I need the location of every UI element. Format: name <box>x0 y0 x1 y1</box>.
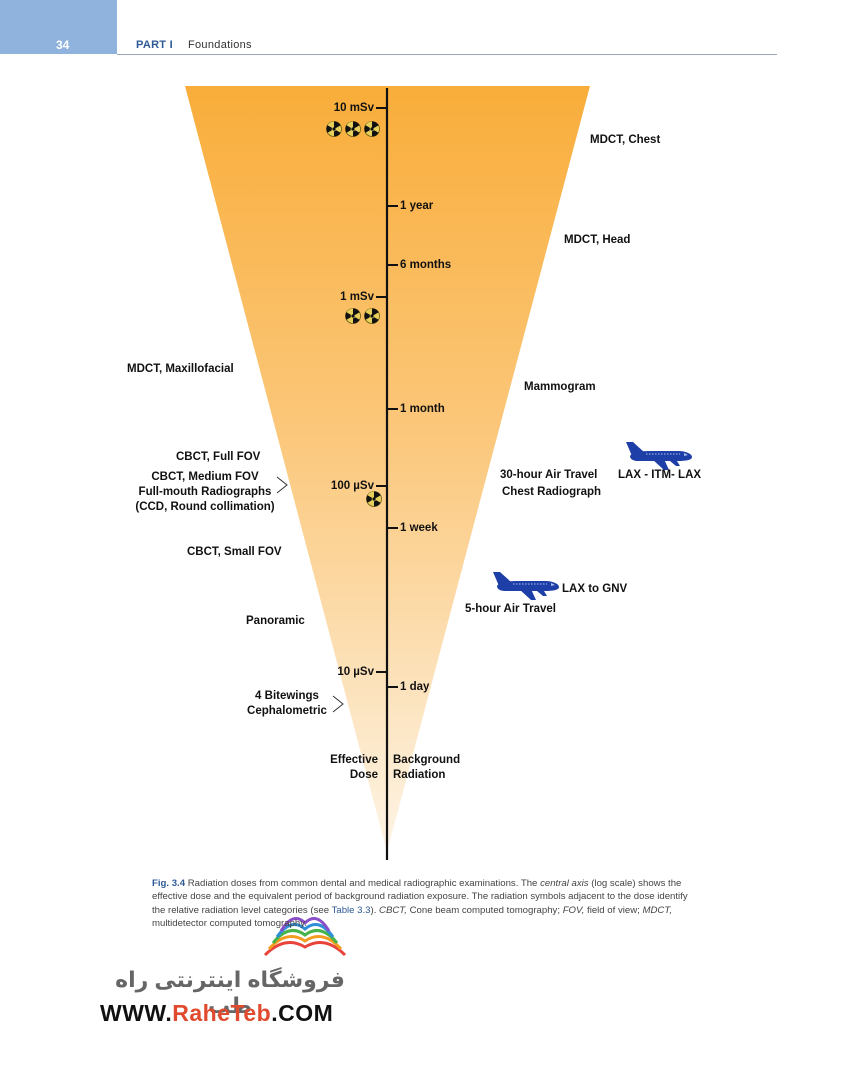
radiation-symbol-icon <box>363 121 380 137</box>
label-mdct-maxillofacial: MDCT, Maxillofacial <box>127 363 234 375</box>
background-tick-label: 6 months <box>400 259 452 271</box>
part-label: PART I <box>136 39 174 51</box>
bracket-icon <box>332 695 344 713</box>
label-cbct-medium-fmx: CBCT, Medium FOV Full-mouth Radiographs … <box>135 471 275 513</box>
dose-tick-label: 100 µSv <box>330 480 374 492</box>
watermark-persian-text: فروشگاه اینترنتی راه طب <box>115 967 345 1018</box>
background-tick-label: 1 week <box>400 522 438 534</box>
bracket-icon <box>276 476 288 494</box>
dose-tick-label: 10 mSv <box>333 102 374 114</box>
radiation-symbol-icon <box>344 121 361 137</box>
label-panoramic: Panoramic <box>246 615 305 627</box>
effective-dose-title: Effective Dose <box>330 754 378 781</box>
radiation-symbol-icon <box>325 121 342 137</box>
header-divider <box>117 54 777 55</box>
label-bitewings-ceph: 4 Bitewings Cephalometric <box>247 690 327 717</box>
label-mdct-head: MDCT, Head <box>564 234 631 246</box>
label-5-hour-air-travel: 5-hour Air Travel <box>465 603 556 615</box>
page-number-tab <box>0 0 117 54</box>
label-cbct-small-fov: CBCT, Small FOV <box>187 546 282 558</box>
radiation-symbol-icon <box>363 308 380 324</box>
background-tick-label: 1 month <box>400 403 445 415</box>
background-tick-label: 1 year <box>400 200 434 212</box>
label-flight-long: LAX - ITM- LAX <box>618 469 702 481</box>
background-radiation-title: Background Radiation <box>393 754 461 781</box>
label-flight-short: LAX to GNV <box>562 583 628 595</box>
page-number: 34 <box>56 38 70 52</box>
label-chest-radiograph: Chest Radiograph <box>502 486 602 498</box>
airplane-icon <box>492 571 560 601</box>
book-logo-icon <box>263 917 347 957</box>
label-30-hour-air-travel: 30-hour Air Travel <box>500 469 598 481</box>
figure-caption: Fig. 3.4 Radiation doses from common den… <box>152 878 688 930</box>
label-mammogram: Mammogram <box>524 381 596 393</box>
dose-tick-label: 10 µSv <box>337 666 374 678</box>
airplane-icon <box>625 441 693 471</box>
radiation-symbol-icon <box>344 308 361 324</box>
dose-tick-label: 1 mSv <box>340 291 374 303</box>
label-cbct-full-fov: CBCT, Full FOV <box>176 451 261 463</box>
section-label: Foundations <box>188 39 252 51</box>
background-tick-label: 1 day <box>400 681 430 693</box>
label-mdct-chest: MDCT, Chest <box>590 134 661 146</box>
watermark-url: WWW.RaheTeb.COM <box>100 1000 334 1026</box>
